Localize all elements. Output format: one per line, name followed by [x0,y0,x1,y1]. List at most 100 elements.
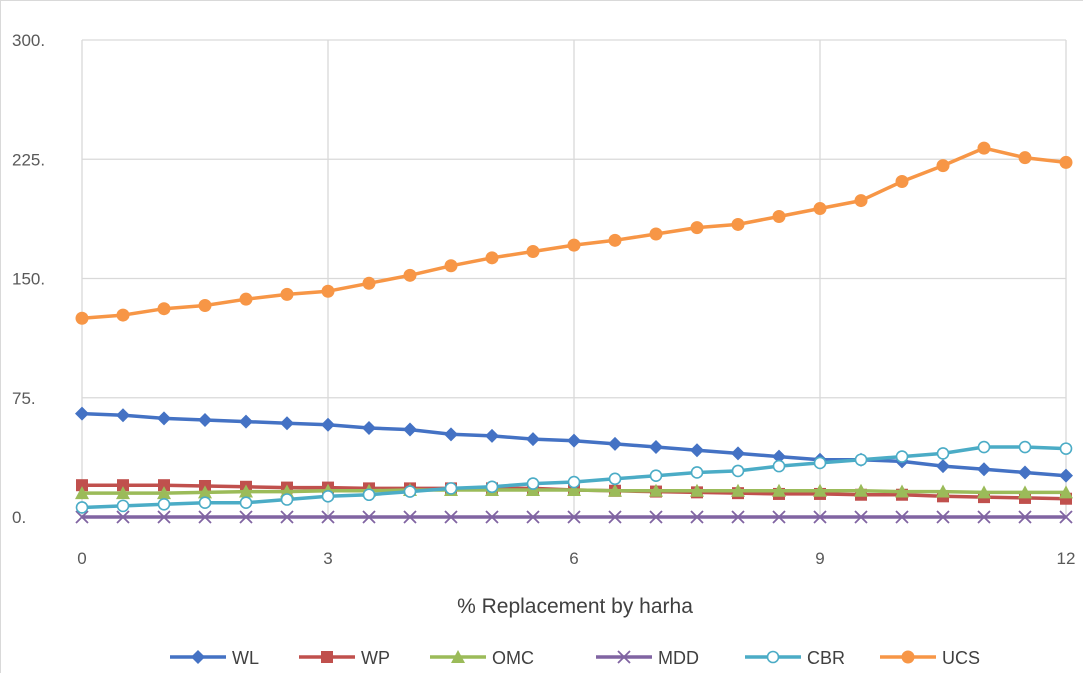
data-point-cbr [526,477,540,490]
data-point-mdd [526,510,540,524]
data-point-mdd [690,510,704,524]
data-point-ucs [485,251,499,265]
data-point-wl [239,414,253,429]
legend-label-ucs: UCS [942,648,980,668]
data-point-wl [608,436,622,451]
data-point-wl [321,417,335,432]
data-point-wl [690,443,704,458]
data-point-cbr [649,469,663,482]
legend-label-cbr: CBR [807,648,845,668]
legend-item-wp: WP [299,648,390,668]
data-point-omc [157,486,171,500]
data-point-wl [403,422,417,437]
data-point-ucs [1018,151,1032,165]
data-point-omc [854,483,868,497]
data-point-cbr [1059,442,1073,455]
data-point-wp [117,479,129,492]
data-point-ucs [239,292,253,306]
data-point-mdd [854,510,868,524]
data-point-ucs [362,276,376,290]
data-point-wl [649,440,663,455]
data-point-omc [1059,485,1073,499]
data-point-mdd [608,510,622,524]
x-axis-label: % Replacement by harha [457,595,693,618]
data-point-wl [157,411,171,426]
data-point-ucs [157,302,171,316]
data-point-omc [895,484,909,498]
data-point-mdd [649,510,663,524]
x-axis-ticks: 0 3 6 9 12 [77,549,1075,568]
data-point-cbr [977,440,991,454]
data-point-cbr [813,456,827,470]
legend-marker-wp [321,651,333,663]
data-point-ucs [936,159,950,173]
data-point-mdd [198,510,212,524]
x-tick-label: 3 [323,549,332,568]
legend-marker-mdd [617,650,631,664]
data-point-omc [977,485,991,499]
series-mdd [75,510,1073,524]
legend: WL WP OMC MDD CBR UCS [170,648,980,668]
data-point-wl [936,459,950,474]
data-point-mdd [321,510,335,524]
data-point-cbr [444,482,458,495]
data-point-mdd [280,510,294,524]
data-point-wl [280,416,294,431]
data-point-mdd [362,510,376,524]
data-point-ucs [198,299,212,313]
legend-label-wl: WL [232,648,259,668]
data-point-wl [362,420,376,435]
data-point-mdd [157,510,171,524]
data-point-mdd [116,510,130,524]
data-point-wl [1059,468,1073,483]
legend-item-mdd: MDD [596,648,699,668]
data-point-wl [526,432,540,447]
data-point-ucs [526,244,540,258]
data-point-omc [198,485,212,499]
data-point-ucs [977,141,991,155]
data-point-wl [444,427,458,442]
data-point-cbr [936,447,950,460]
data-point-wl [731,446,745,461]
data-point-omc [936,484,950,498]
data-point-ucs [649,227,663,241]
y-tick-label: 150. [12,270,45,289]
data-point-cbr [362,488,376,502]
y-tick-label: 0. [12,508,26,527]
data-point-ucs [280,287,294,301]
data-point-cbr [854,453,868,467]
y-tick-label: 225. [12,150,45,169]
data-point-omc [649,483,663,497]
data-point-wl [198,413,212,428]
data-point-ucs [895,175,909,189]
legend-item-cbr: CBR [745,648,845,668]
data-point-cbr [772,459,786,473]
legend-label-wp: WP [361,648,390,668]
y-axis-ticks: 0. 75. 150. 225. 300. [12,31,45,527]
legend-item-omc: OMC [430,648,534,668]
data-point-ucs [731,217,745,231]
x-tick-label: 6 [569,549,578,568]
data-point-mdd [813,510,827,524]
data-point-wl [116,408,130,423]
data-point-cbr [1018,440,1032,454]
legend-label-mdd: MDD [658,648,699,668]
data-point-mdd [75,510,89,524]
y-tick-label: 300. [12,31,45,50]
data-point-mdd [895,510,909,524]
data-point-cbr [157,497,171,511]
data-point-ucs [854,194,868,208]
data-point-mdd [403,510,417,524]
data-point-wl [75,406,89,421]
data-point-cbr [280,493,294,506]
data-point-mdd [567,510,581,524]
x-tick-label: 0 [77,549,86,568]
data-point-ucs [567,238,581,252]
data-point-wp [158,479,170,492]
x-tick-label: 9 [815,549,824,568]
legend-item-wl: WL [170,648,259,668]
legend-item-ucs: UCS [880,648,980,668]
data-point-mdd [1059,510,1073,524]
data-point-omc [772,483,786,497]
